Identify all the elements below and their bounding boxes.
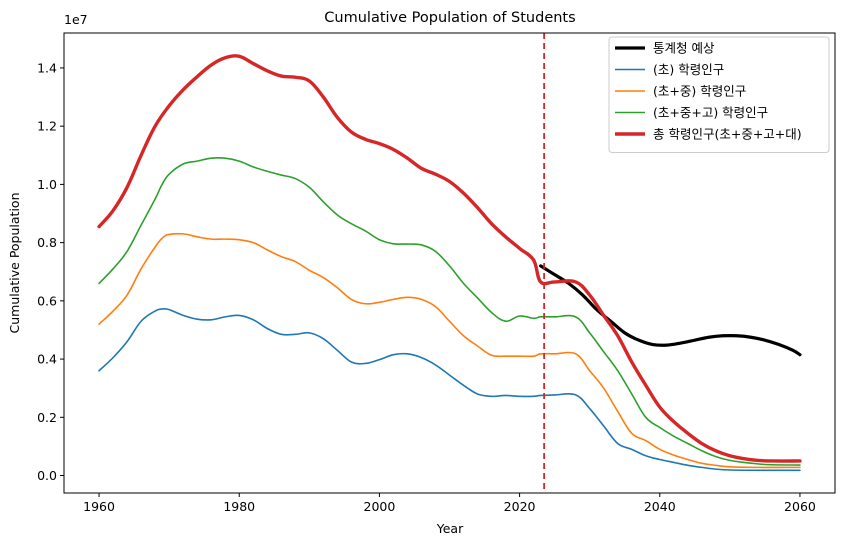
y-axis-label: Cumulative Population [7, 193, 22, 334]
legend-label: (초+중) 학령인구 [653, 84, 746, 99]
y-tick-label: 0.2 [37, 410, 57, 425]
legend-label: (초+중+고) 학령인구 [653, 105, 768, 120]
legend-label: 총 학령인구(초+중+고+대) [653, 127, 802, 142]
y-axis: 0.0 0.2 0.4 0.6 0.8 1.0 1.2 1.4 [37, 60, 64, 483]
y-offset-label: 1e7 [64, 12, 88, 27]
x-tick-label: 1960 [83, 499, 115, 514]
y-tick-label: 1.4 [37, 60, 57, 75]
legend-label: (초) 학령인구 [653, 62, 724, 77]
x-tick-label: 2040 [644, 499, 676, 514]
legend-label: 통계청 예상 [653, 41, 715, 56]
legend-box [608, 36, 830, 153]
chart-title: Cumulative Population of Students [324, 10, 575, 26]
series-line-0 [539, 264, 802, 357]
y-tick-label: 0.0 [37, 468, 57, 483]
y-tick-label: 0.6 [37, 293, 57, 308]
x-tick-label: 2020 [504, 499, 536, 514]
series-line-4 [97, 54, 802, 463]
plot-frame [63, 32, 836, 494]
y-tick-label: 1.2 [37, 119, 57, 134]
x-axis: 1960 1980 2000 2020 2040 2060 [83, 493, 816, 514]
series-line-3 [98, 157, 801, 466]
x-tick-label: 1980 [223, 499, 255, 514]
plot-area [63, 32, 836, 494]
y-tick-label: 1.0 [37, 177, 57, 192]
series-group [97, 54, 802, 472]
series-line-1 [98, 307, 801, 472]
y-tick-label: 0.8 [37, 235, 57, 250]
x-tick-label: 2000 [364, 499, 396, 514]
y-tick-label: 0.4 [37, 352, 57, 367]
series-line-2 [98, 232, 801, 469]
x-tick-label: 2060 [784, 499, 816, 514]
x-axis-label: Year [436, 521, 464, 536]
